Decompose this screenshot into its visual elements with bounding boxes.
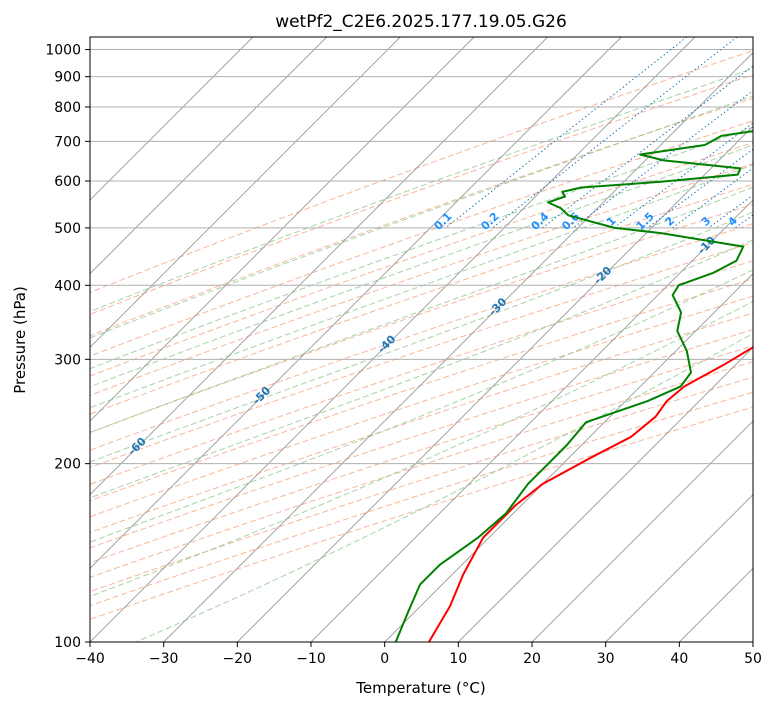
moist-adiabat-line: [90, 95, 753, 339]
isotherm-line: [458, 346, 753, 642]
chart-title: wetPf2_C2E6.2025.177.19.05.G26: [275, 12, 567, 32]
moist-adiabat-line: [90, 300, 753, 597]
dry-adiabat-line: [90, 241, 753, 469]
axis-ticks: −40 −30 −20 −10 0 10 20 30 40 50 100 200 300 400 500 60…: [45, 43, 762, 667]
dry-adiabat-line: [90, 391, 753, 607]
moist-adiabat-line: [90, 126, 753, 370]
y-tick-label: 700: [54, 134, 81, 150]
x-tick-label: 30: [597, 651, 615, 667]
y-tick-label: 800: [54, 100, 81, 116]
x-tick-label: −20: [223, 651, 253, 667]
moist-adiabat-line: [90, 164, 753, 409]
isotherm-line: [90, 37, 696, 642]
dewpoint-profile-line: [394, 130, 753, 642]
plot-area: 0.10.20.40.611.52346810131620253036-100-…: [90, 37, 753, 642]
temperature-profile-line: [428, 346, 753, 642]
x-tick-label: 40: [670, 651, 688, 667]
x-tick-label: 50: [744, 651, 762, 667]
pressure-gridlines: [90, 49, 753, 642]
isotherm-line: [90, 37, 254, 201]
profile-series: [394, 130, 753, 642]
mixing-ratio-line: [572, 90, 753, 229]
moist-adiabat-line: [90, 67, 753, 313]
plot-frame: [89, 36, 754, 643]
moist-adiabat-line: [90, 211, 753, 463]
dry-adiabat-line: [90, 406, 753, 620]
mixing-ratio-line: [492, 37, 738, 229]
dry-adiabat-line: [90, 142, 753, 377]
x-tick-label: 0: [380, 651, 389, 667]
isotherm-line: [310, 199, 753, 642]
isotherms: [90, 37, 753, 642]
dry-adiabat-line: [90, 50, 753, 293]
y-axis-label: Pressure (hPa): [11, 286, 29, 394]
mixing-ratio-lines: [445, 37, 753, 229]
x-tick-label: −30: [149, 651, 179, 667]
mixing-ratio-line: [672, 167, 753, 229]
y-tick-label: 500: [54, 221, 81, 237]
y-tick-label: 300: [54, 352, 81, 368]
mixing-ratio-line: [542, 65, 753, 229]
x-tick-label: −40: [75, 651, 105, 667]
dry-adiabat-line: [90, 312, 753, 534]
dry-adiabat-line: [90, 183, 753, 415]
isotherm-line: [163, 52, 753, 642]
x-tick-label: 20: [523, 651, 541, 667]
dry-adiabat-line: [90, 223, 753, 451]
isotherm-line: [90, 37, 622, 569]
moist-adiabat-line: [135, 333, 753, 642]
moist-adiabats: [90, 67, 753, 642]
y-tick-label: 1000: [45, 43, 81, 59]
dry-adiabat-line: [90, 163, 753, 396]
isotherm-line: [90, 37, 548, 496]
isotherm-line: [605, 494, 753, 642]
dry-adiabat-line: [90, 329, 753, 549]
y-tick-label: 400: [54, 278, 81, 294]
isotherm-line: [90, 37, 475, 422]
x-tick-label: 10: [449, 651, 467, 667]
isotherm-line: [90, 37, 401, 348]
y-tick-label: 600: [54, 174, 81, 190]
x-axis-label: Temperature (°C): [355, 679, 485, 697]
isotherm-line: [531, 420, 753, 642]
isotherm-line: [90, 37, 327, 275]
y-tick-label: 900: [54, 70, 81, 86]
moist-adiabat-line: [90, 186, 753, 434]
isotherm-line: [237, 125, 753, 642]
dry-adiabat-line: [90, 361, 753, 578]
y-tick-label: 100: [54, 635, 81, 651]
x-tick-label: −10: [296, 651, 326, 667]
dry-adiabat-line: [90, 74, 753, 315]
y-tick-label: 200: [54, 457, 81, 473]
isotherm-line: [384, 273, 753, 642]
